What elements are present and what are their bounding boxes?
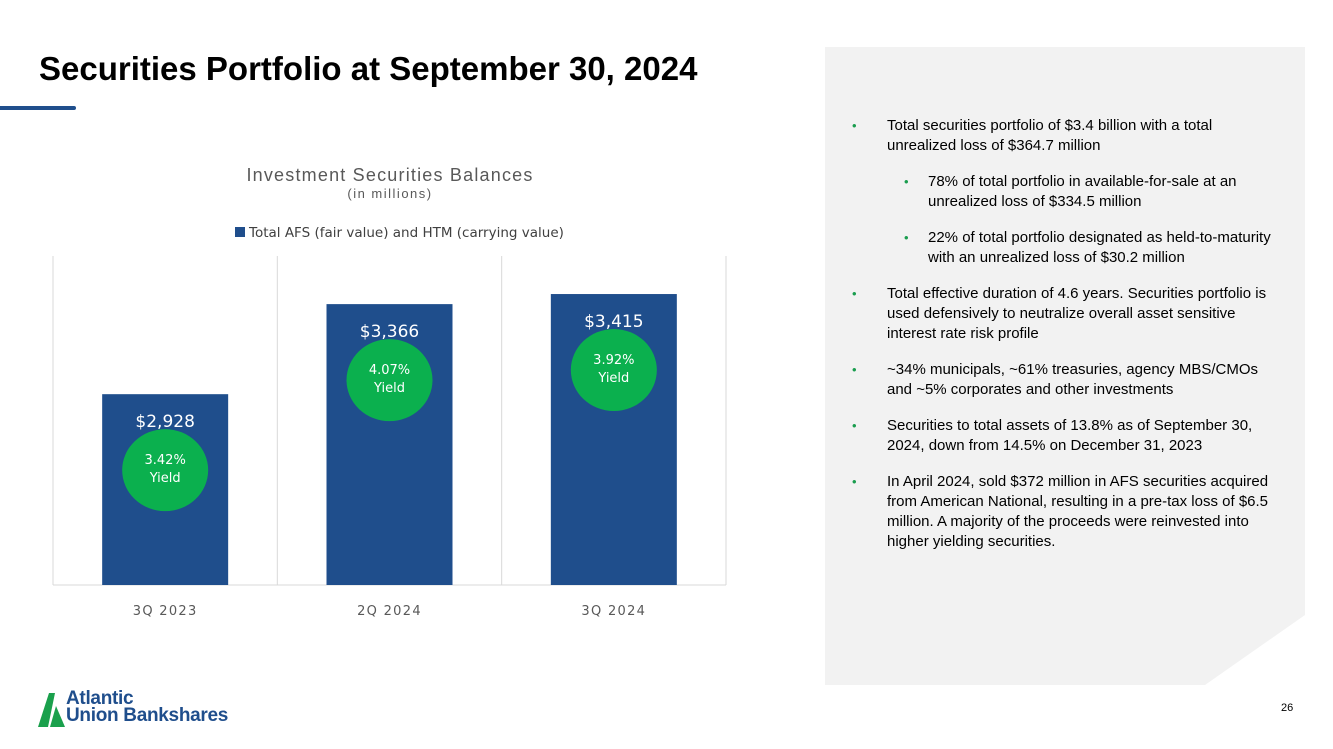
yield-badge: [122, 429, 209, 512]
bullet-item: • Total securities portfolio of $3.4 bill…: [852, 116, 1282, 156]
bullet-dot: •: [904, 174, 909, 189]
chart-title: Investment Securities Balances: [246, 165, 533, 185]
commentary-panel: • Total securities portfolio of $3.4 bill…: [825, 47, 1305, 685]
chart-labels: $2,928 3.42% Yield 3Q 2023 $3,366 4.07% Yield 2…: [122, 312, 657, 619]
slide-title: Securities Portfolio at September 30, 20…: [39, 50, 698, 87]
bullet-text: Total securities portfolio of $3.4 billi…: [887, 117, 1213, 154]
category-label: 3Q 2023: [133, 604, 198, 619]
bullet-dot: •: [904, 230, 909, 245]
panel-background: [825, 47, 1305, 685]
bar-value-label: $3,415: [584, 312, 643, 332]
bullet-list: • Total securities portfolio of $3.4 bill…: [852, 116, 1282, 568]
yield-percent: 3.42%: [145, 453, 186, 468]
bullet-dot: •: [852, 118, 857, 133]
legend-label: Total AFS (fair value) and HTM (carrying…: [248, 225, 564, 241]
sub-bullet-item: • 22% of total portfolio designated as he…: [852, 228, 1282, 268]
investment-securities-chart: Investment Securities Balances (in milli…: [52, 165, 727, 619]
logo-line-2: Union Bankshares: [66, 705, 229, 726]
legend-swatch: [235, 227, 245, 237]
logo-mark-icon: [38, 693, 65, 727]
bullet-item: • In April 2024, sold $372 million in AFS…: [852, 472, 1282, 552]
bullet-dot: •: [852, 286, 857, 301]
yield-percent: 4.07%: [369, 363, 410, 378]
logo-line-1: Atlantic: [66, 688, 134, 709]
bullet-item: • ~34% municipals, ~61% treasuries, agenc…: [852, 360, 1282, 400]
bullet-dot: •: [852, 474, 857, 489]
yield-badge: [346, 339, 433, 422]
bullet-text: In April 2024, sold $372 million in AFS …: [887, 473, 1269, 550]
bullet-text: 22% of total portfolio designated as hel…: [928, 229, 1271, 266]
atlantic-union-logo: Atlantic Union Bankshares: [38, 688, 268, 732]
yield-label: Yield: [597, 371, 629, 386]
bullet-text: ~34% municipals, ~61% treasuries, agency…: [887, 361, 1258, 398]
category-label: 3Q 2024: [581, 604, 646, 619]
yield-label: Yield: [149, 471, 181, 486]
bullet-item: • Total effective duration of 4.6 years. …: [852, 284, 1282, 344]
bar-value-label: $2,928: [135, 412, 194, 432]
bullet-item: • Securities to total assets of 13.8% as …: [852, 416, 1282, 456]
yield-label: Yield: [373, 381, 405, 396]
title-underline: [0, 106, 76, 110]
bullet-dot: •: [852, 418, 857, 433]
yield-badge: [570, 329, 657, 412]
category-label: 2Q 2024: [357, 604, 422, 619]
chart-subtitle: (in millions): [347, 186, 432, 201]
chart-legend: Total AFS (fair value) and HTM (carrying…: [235, 225, 564, 241]
page-number: 26: [1281, 702, 1294, 714]
sub-bullet-item: • 78% of total portfolio in available-for…: [852, 172, 1282, 212]
bullet-text: Securities to total assets of 13.8% as o…: [887, 417, 1253, 454]
chart-bars: [102, 294, 677, 585]
bullet-text: Total effective duration of 4.6 years. S…: [887, 285, 1267, 342]
bullet-dot: •: [852, 362, 857, 377]
yield-percent: 3.92%: [593, 353, 634, 368]
logo-wordmark: Atlantic Union Bankshares: [66, 688, 229, 726]
bullet-text: 78% of total portfolio in available-for-…: [928, 173, 1237, 210]
bar-value-label: $3,366: [360, 322, 419, 342]
